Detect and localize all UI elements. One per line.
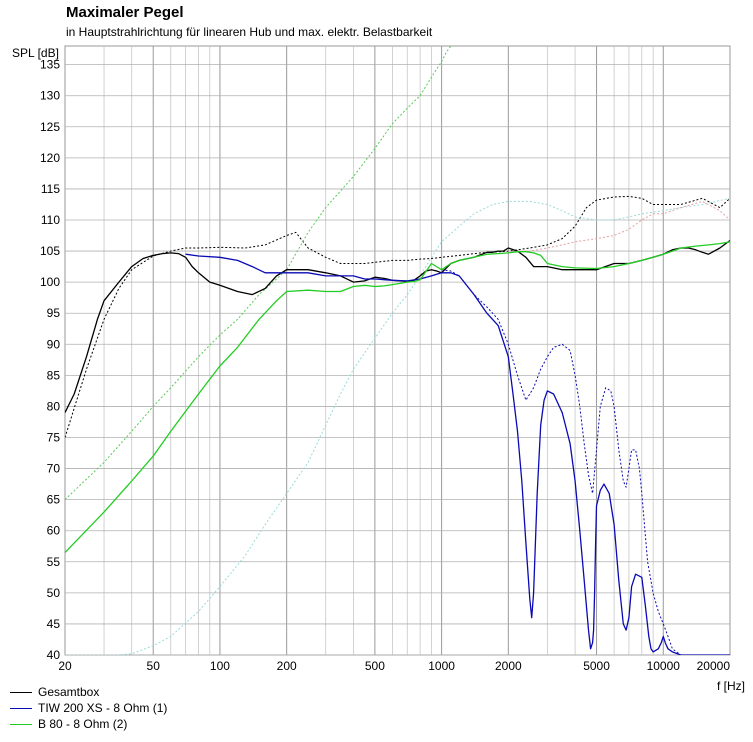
chart-grid [64, 45, 731, 656]
chart-subtitle: in Hauptstrahlrichtung für linearen Hub … [66, 25, 433, 39]
chart-axes: 40 45 50 55 60 65 70 75 80 85 90 95 100 105 110 115 120 1… [40, 58, 730, 673]
legend-item: TIW 200 XS - 8 Ohm (1) [10, 700, 167, 716]
y-axis-label: SPL [dB] [12, 46, 59, 60]
x-tick-label: 200 [277, 659, 297, 673]
x-tick-label: 20 [58, 659, 72, 673]
y-tick-label: 60 [47, 524, 61, 538]
legend-item: Gesamtbox [10, 684, 167, 700]
x-tick-label: 1000 [428, 659, 455, 673]
chart-series [65, 46, 730, 655]
y-tick-label: 100 [40, 275, 60, 289]
legend-item: B 80 - 8 Ohm (2) [10, 716, 167, 732]
y-tick-label: 65 [47, 493, 61, 507]
y-tick-label: 80 [47, 399, 61, 413]
legend-label: TIW 200 XS - 8 Ohm (1) [38, 701, 168, 715]
y-tick-label: 90 [47, 337, 61, 351]
y-tick-label: 120 [40, 151, 60, 165]
chart-title: Maximaler Pegel [66, 4, 184, 21]
series-line-3 [65, 195, 730, 438]
legend-label: B 80 - 8 Ohm (2) [38, 717, 128, 731]
legend-swatch [10, 691, 32, 693]
x-tick-label: 100 [210, 659, 230, 673]
y-tick-label: 85 [47, 368, 61, 382]
chart-legend: Gesamtbox TIW 200 XS - 8 Ohm (1) B 80 - 8 … [10, 684, 167, 732]
y-tick-label: 95 [47, 306, 61, 320]
series-line-1 [185, 253, 730, 655]
x-tick-label: 50 [147, 659, 161, 673]
y-tick-label: 55 [47, 555, 61, 569]
y-tick-label: 130 [40, 89, 60, 103]
series-line-5 [65, 46, 452, 500]
x-tick-label: 500 [365, 659, 385, 673]
y-tick-label: 105 [40, 244, 60, 258]
y-tick-label: 110 [41, 213, 60, 227]
x-tick-label: 20000 [697, 659, 731, 673]
plot-area [64, 45, 731, 656]
y-tick-label: 45 [47, 617, 61, 631]
series-line-2 [65, 241, 730, 553]
x-axis-label: f [Hz] [717, 679, 745, 693]
y-tick-label: 125 [40, 120, 60, 134]
y-tick-label: 50 [47, 586, 61, 600]
x-tick-label: 5000 [583, 659, 610, 673]
y-tick-label: 40 [47, 648, 61, 662]
x-tick-label: 2000 [495, 659, 522, 673]
series-line-4 [441, 269, 682, 655]
y-tick-label: 70 [47, 462, 61, 476]
legend-swatch [10, 707, 32, 709]
y-tick-label: 75 [47, 431, 61, 445]
legend-swatch [10, 723, 32, 725]
y-tick-label: 115 [41, 182, 60, 196]
series-line-7 [508, 200, 730, 252]
x-tick-label: 10000 [647, 659, 681, 673]
y-tick-label: 135 [40, 58, 60, 72]
series-line-6 [65, 197, 730, 655]
legend-label: Gesamtbox [38, 685, 100, 699]
